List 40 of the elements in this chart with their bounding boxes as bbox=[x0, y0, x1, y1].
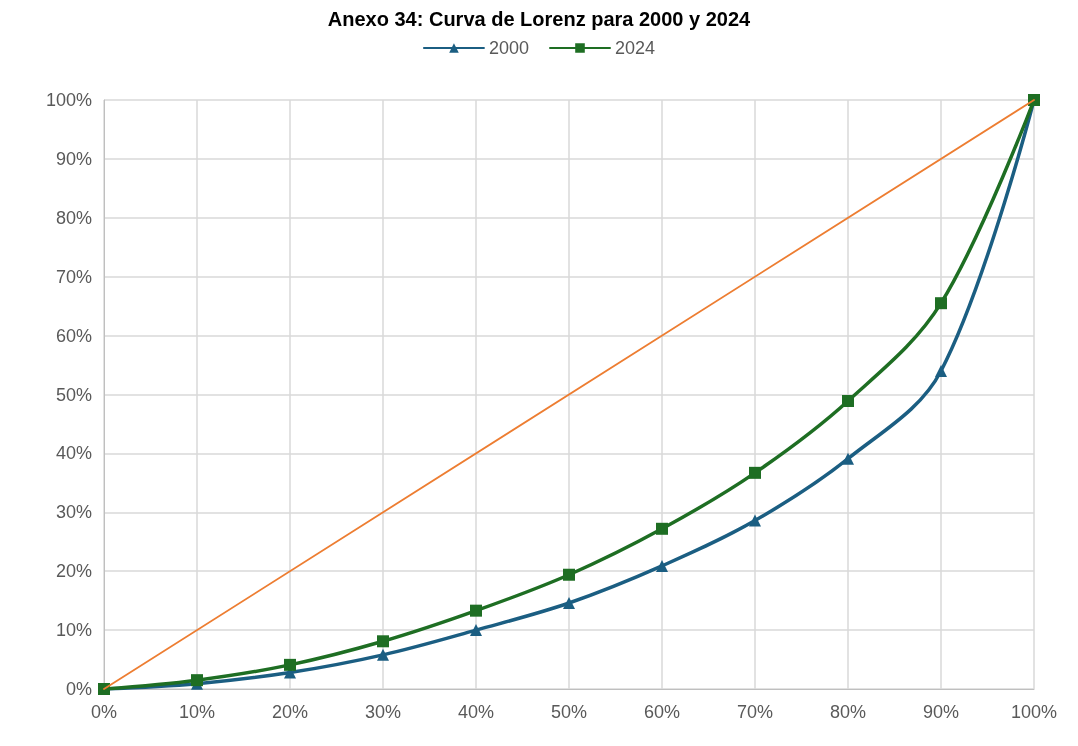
y-tick-label: 20% bbox=[55, 561, 92, 582]
y-tick-label: 100% bbox=[45, 90, 92, 110]
point bbox=[470, 624, 482, 637]
x-tick-label: 20% bbox=[271, 702, 309, 722]
x-tick-label: 70% bbox=[736, 702, 774, 722]
point bbox=[935, 364, 947, 377]
y-tick-label: 0% bbox=[65, 679, 92, 699]
y-tick-label: 80% bbox=[55, 207, 92, 228]
point bbox=[656, 559, 668, 572]
x-tick-label: 50% bbox=[550, 702, 588, 722]
x-tick-label: 40% bbox=[457, 702, 495, 722]
x-tick-label: 0% bbox=[90, 702, 118, 722]
x-tick-label: 30% bbox=[364, 702, 402, 722]
y-tick-label: 10% bbox=[55, 620, 92, 641]
x-tick-label: 10% bbox=[178, 702, 216, 722]
y-tick-label: 90% bbox=[55, 148, 92, 169]
point bbox=[749, 514, 761, 527]
legend-label: 2000 bbox=[488, 38, 529, 58]
point bbox=[935, 297, 947, 310]
y-tick-label: 30% bbox=[55, 502, 92, 523]
point bbox=[842, 394, 854, 407]
point bbox=[842, 452, 854, 465]
point bbox=[377, 635, 389, 648]
point bbox=[563, 568, 575, 581]
point bbox=[377, 648, 389, 661]
chart-title: Anexo 34: Curva de Lorenz para 2000 y 2024 bbox=[327, 8, 752, 30]
point bbox=[656, 522, 668, 535]
point bbox=[749, 466, 761, 479]
x-tick-label: 100% bbox=[1010, 702, 1058, 722]
x-tick-label: 80% bbox=[829, 702, 867, 722]
y-tick-label: 40% bbox=[55, 443, 92, 464]
legend-label: 2024 bbox=[615, 38, 656, 58]
point bbox=[563, 597, 575, 610]
x-tick-label: 90% bbox=[922, 702, 960, 722]
y-tick-label: 70% bbox=[55, 266, 92, 287]
point bbox=[470, 604, 482, 617]
point bbox=[284, 658, 296, 671]
x-tick-label: 60% bbox=[643, 702, 681, 722]
y-tick-label: 50% bbox=[55, 384, 92, 405]
y-tick-label: 60% bbox=[55, 325, 92, 346]
